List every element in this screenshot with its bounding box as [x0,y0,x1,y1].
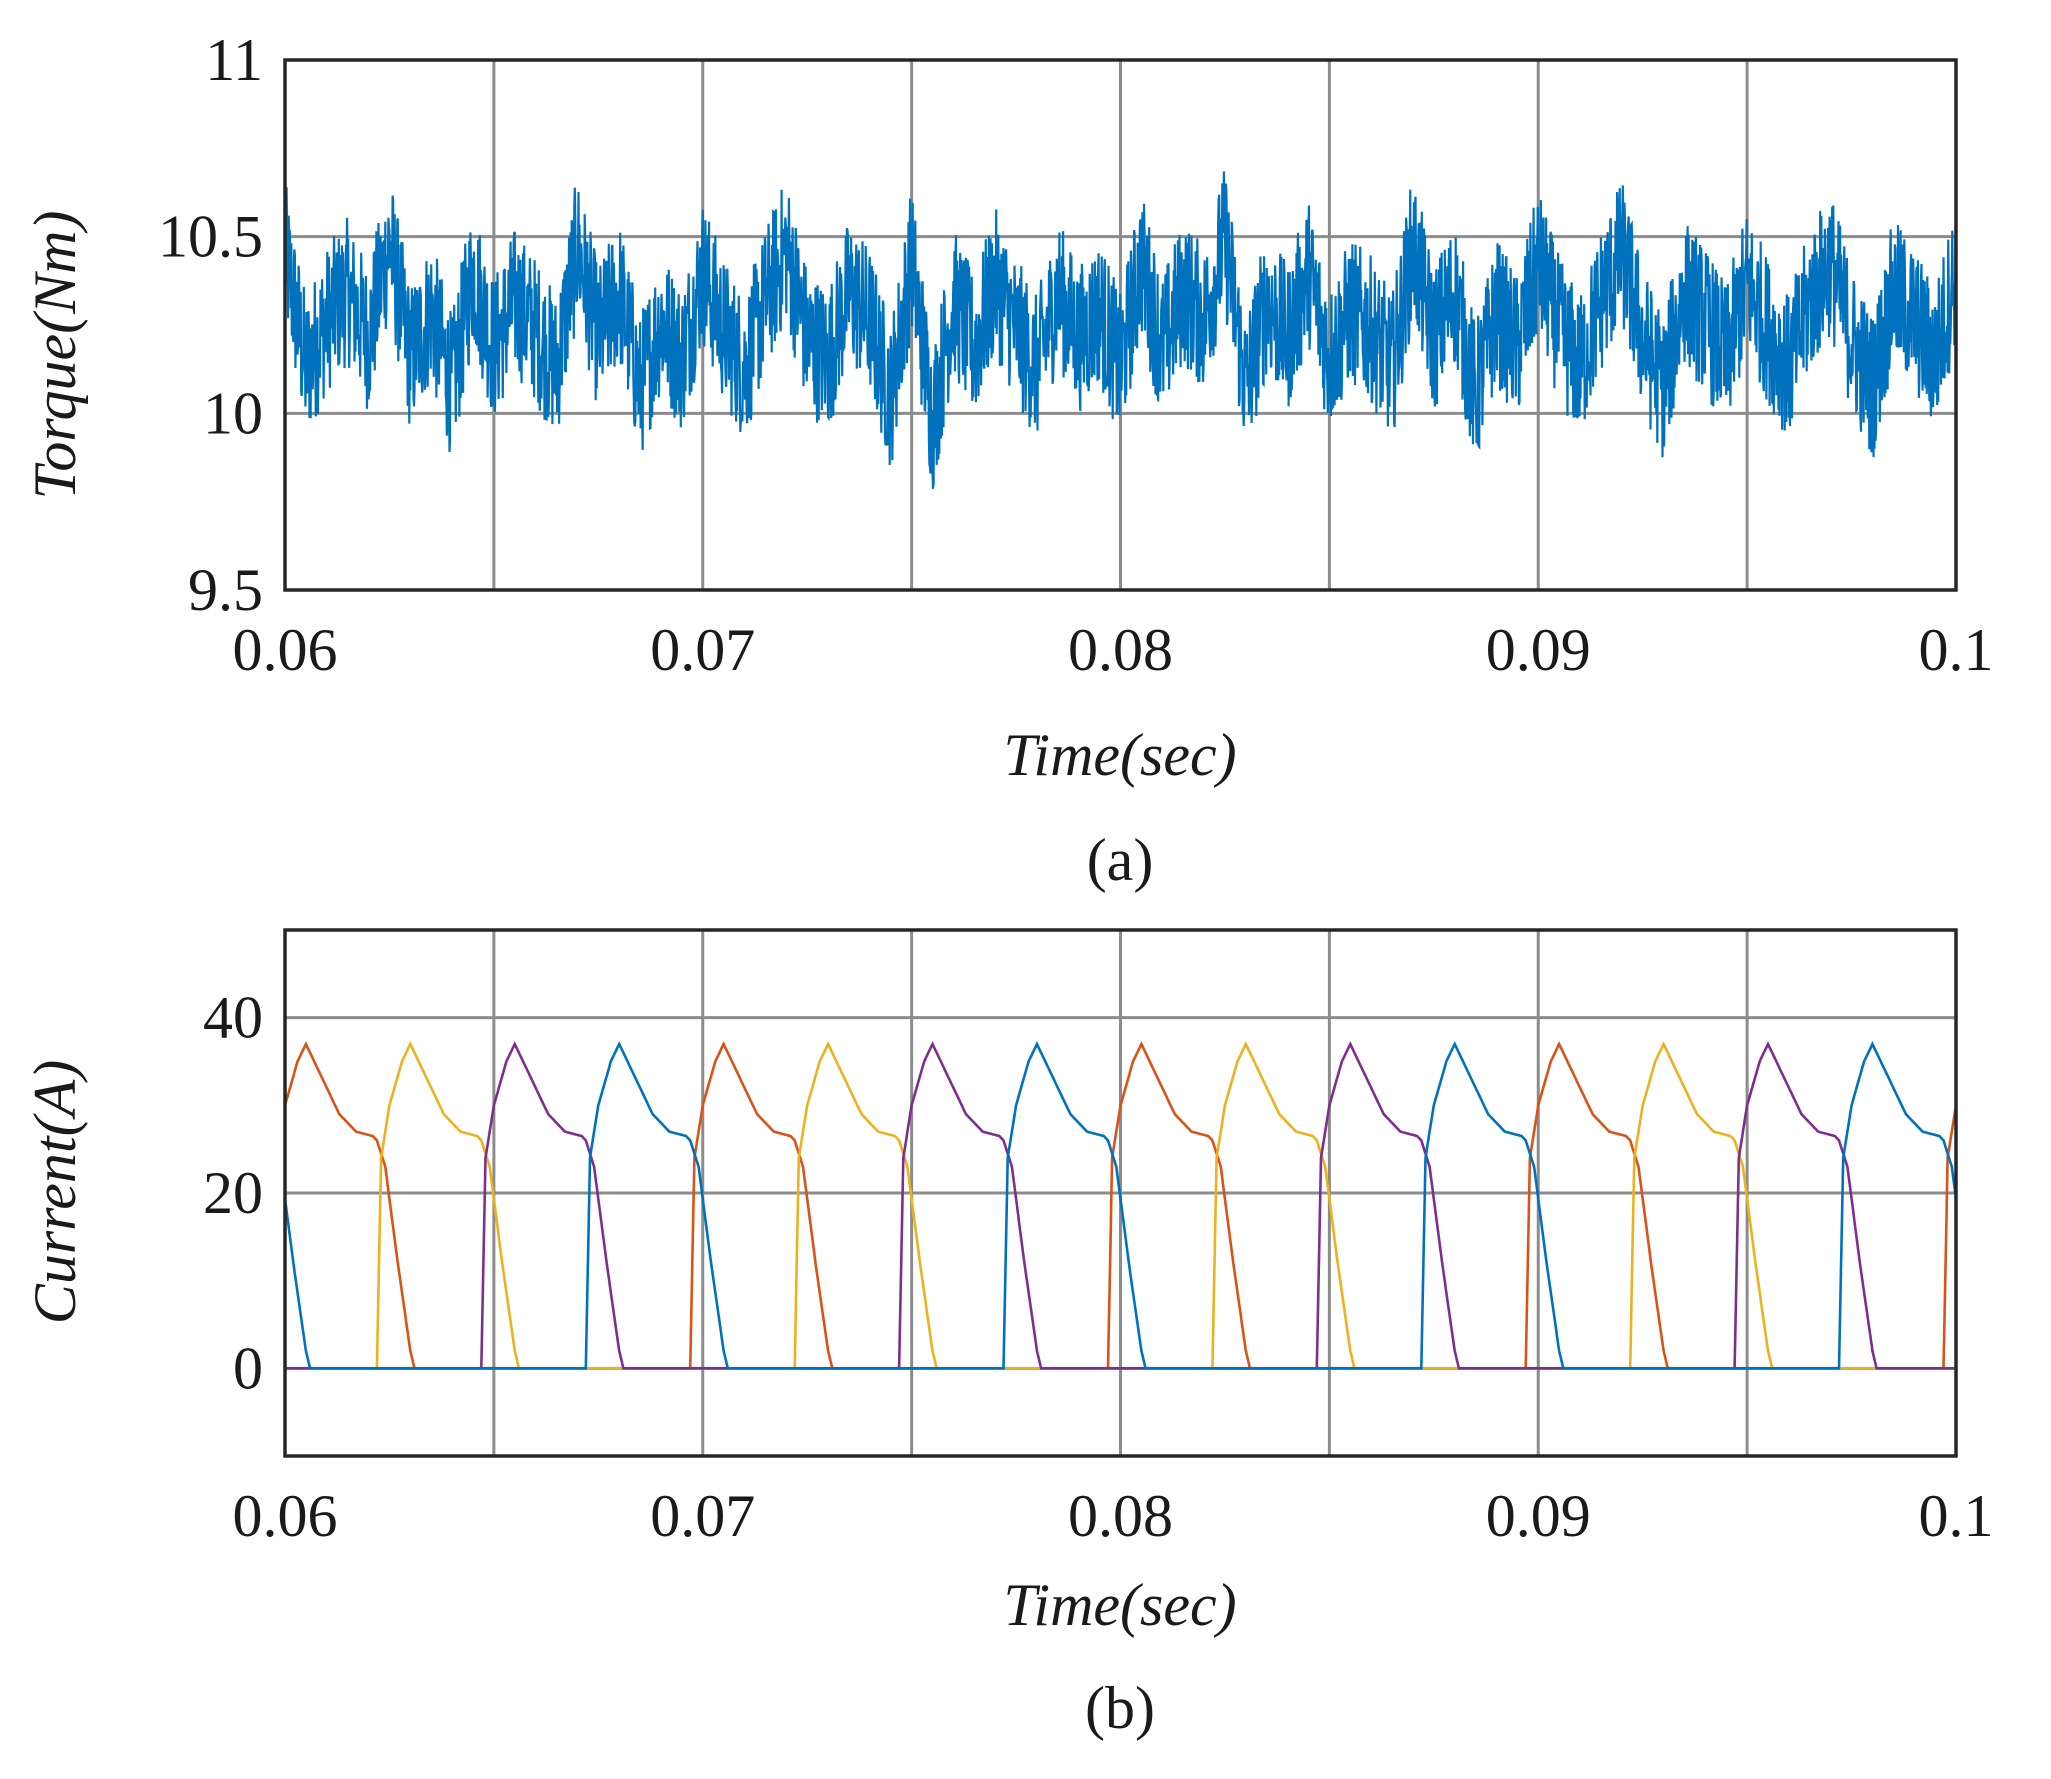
torque-series-line [285,171,1956,489]
torque-grid [285,60,1956,590]
current-x-tick-label: 0.07 [650,1483,755,1549]
current-y-axis-label: Current(A) [22,1060,88,1324]
current-x-tick-labels: 0.06 0.07 0.08 0.09 0.1 [233,1483,1994,1549]
current-chart: 0 20 40 0.06 0.07 0.08 0.09 0.1 Time(sec) Curr… [22,928,1994,1741]
torque-series-group [285,171,1956,489]
torque-y-tick-labels: 9.5 10 10.5 11 [158,27,263,623]
torque-chart: 9.5 10 10.5 11 0.06 0.07 0.08 0.09 0.1 Time(sec… [22,27,1994,893]
torque-x-tick-label: 0.07 [650,617,755,683]
current-y-tick-label: 40 [203,985,263,1051]
torque-y-tick-label: 10 [203,380,263,446]
torque-x-tick-labels: 0.06 0.07 0.08 0.09 0.1 [233,617,1994,683]
torque-plot-frame [283,58,1958,592]
current-series-group [285,1040,1956,1370]
current-x-tick-label: 0.09 [1486,1483,1591,1549]
torque-y-axis-label: Torque(Nm) [22,211,88,500]
current-x-tick-label: 0.08 [1068,1483,1173,1549]
current-y-tick-labels: 0 20 40 [203,985,263,1402]
current-phase-blue-line [285,1040,1956,1370]
current-x-tick-label: 0.06 [233,1483,338,1549]
current-x-tick-label: 0.1 [1919,1483,1994,1549]
torque-y-tick-label: 9.5 [188,557,263,623]
torque-x-tick-label: 0.06 [233,617,338,683]
torque-x-axis-label: Time(sec) [1003,722,1236,788]
panel-b-caption: (b) [1085,1675,1155,1741]
torque-x-tick-label: 0.08 [1068,617,1173,683]
panel-a-caption: (a) [1087,827,1154,893]
torque-y-tick-label: 10.5 [158,204,263,270]
torque-y-tick-label: 11 [205,27,263,93]
torque-x-tick-label: 0.1 [1919,617,1994,683]
current-y-tick-label: 0 [233,1335,263,1401]
current-x-axis-label: Time(sec) [1003,1572,1236,1638]
torque-x-tick-label: 0.09 [1486,617,1591,683]
current-plot-frame [283,928,1958,1458]
current-y-tick-label: 20 [203,1160,263,1226]
